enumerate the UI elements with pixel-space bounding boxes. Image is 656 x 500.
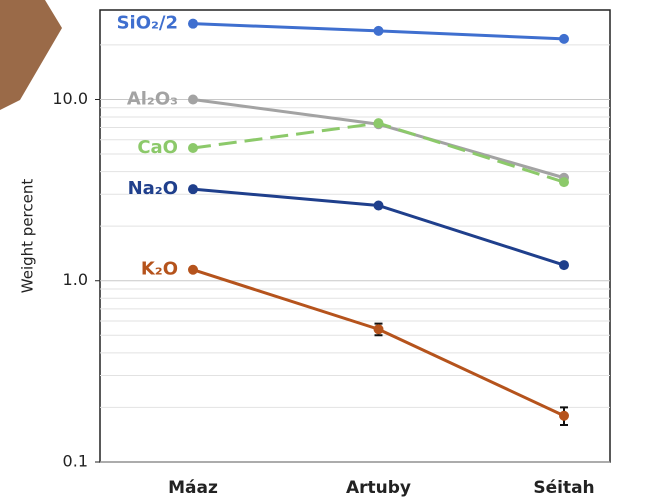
data-point	[188, 265, 198, 275]
series-label: SiO₂/2	[117, 13, 178, 34]
data-point	[188, 94, 198, 104]
y-tick-label: 0.1	[63, 452, 88, 471]
data-point	[374, 201, 384, 211]
series-label: K₂O	[141, 259, 178, 280]
x-tick-label: Artuby	[346, 478, 411, 498]
data-point	[559, 34, 569, 44]
y-axis-label: Weight percent	[19, 179, 37, 294]
data-point	[559, 260, 569, 270]
series-line	[193, 270, 564, 416]
y-tick-label: 1.0	[63, 270, 88, 289]
series-label: CaO	[137, 137, 178, 158]
series-line	[193, 123, 564, 182]
chart: Weight percent 10.0 1.0 0.1 Máaz Artuby Séita…	[0, 0, 656, 500]
data-point	[559, 177, 569, 187]
series-label: Al₂O₃	[127, 88, 178, 109]
data-point	[188, 143, 198, 153]
data-point	[374, 118, 384, 128]
series-label: Na₂O	[128, 178, 178, 199]
data-point	[374, 324, 384, 334]
data-point	[559, 411, 569, 421]
x-tick-label: Máaz	[168, 478, 218, 498]
data-point	[188, 184, 198, 194]
page: Weight percent 10.0 1.0 0.1 Máaz Artuby Séita…	[0, 0, 656, 500]
y-tick-label: 10.0	[52, 89, 88, 108]
data-point	[374, 26, 384, 36]
data-point	[188, 19, 198, 29]
x-tick-label: Séitah	[533, 478, 594, 498]
plot-frame	[100, 10, 610, 462]
